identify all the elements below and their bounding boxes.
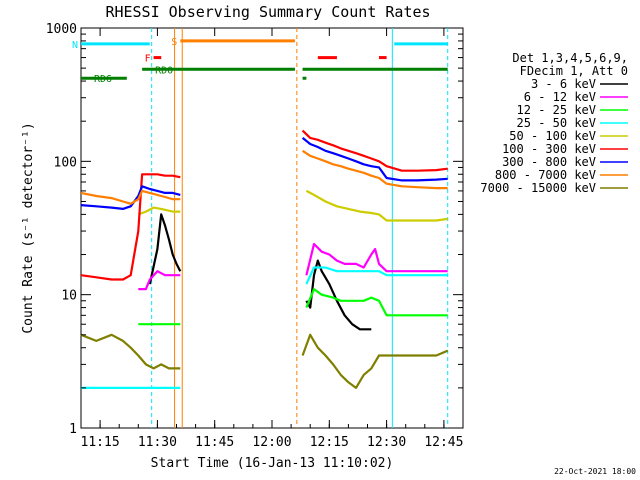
legend-entry-label: 25 - 50 keV: [517, 116, 596, 130]
series-line-4: [305, 189, 448, 222]
y-axis-label: Count Rate (s⁻¹ detector⁻¹): [21, 122, 36, 333]
series-line-6: [301, 137, 448, 182]
flag-label-n: N: [72, 40, 78, 51]
series-line-2: [305, 288, 448, 317]
series-line-7: [80, 189, 181, 205]
plot-area: N S F RD0 RD6: [72, 28, 449, 428]
series-line-7: [301, 149, 448, 190]
x-tick-label: 11:15: [81, 435, 120, 450]
x-axis-label: Start Time (16-Jan-13 11:10:02): [151, 456, 394, 471]
legend-entry-label: 6 - 12 keV: [524, 90, 596, 104]
flag-label-rd6: RD6: [94, 74, 112, 85]
series-line-5: [80, 173, 181, 281]
x-tick-label: 12:00: [252, 435, 291, 450]
legend-entry-label: 7000 - 15000 keV: [480, 181, 596, 195]
x-tick-label: 12:30: [367, 435, 406, 450]
series-line-1: [305, 242, 448, 276]
flag-label-rd0: RD0: [155, 65, 173, 76]
legend-entry-label: 3 - 6 keV: [531, 77, 596, 91]
legend-entry-label: 800 - 7000 keV: [495, 168, 596, 182]
x-tick-label: 12:15: [310, 435, 349, 450]
series-line-8: [301, 333, 449, 389]
y-tick-label: 100: [54, 155, 77, 170]
legend-entry-label: 50 - 100 keV: [509, 129, 596, 143]
chart-title: RHESSI Observing Summary Count Rates: [105, 3, 430, 21]
series-line-4: [137, 206, 181, 216]
x-tick-label: 12:45: [424, 435, 463, 450]
x-tick-label: 11:30: [138, 435, 177, 450]
legend-entry-label: 300 - 800 keV: [502, 155, 596, 169]
legend-title: Det 1,3,4,5,6,9,: [512, 51, 628, 65]
legend-entry-label: 12 - 25 keV: [517, 103, 596, 117]
series-line-0: [148, 213, 182, 285]
flag-label-s: S: [171, 37, 177, 48]
series-line-6: [80, 185, 181, 210]
series-line-5: [301, 129, 448, 172]
x-tick-label: 11:45: [195, 435, 234, 450]
legend-title: FDecim 1, Att 0: [520, 64, 628, 78]
axes: 11:15 11:30 11:45 12:00 12:15 12:30 12:45 1 10 10…: [46, 22, 464, 450]
date-stamp: 22-Oct-2021 18:00: [554, 467, 636, 476]
series-line-1: [138, 270, 181, 291]
flag-label-f: F: [145, 54, 151, 65]
series-line-8: [80, 333, 181, 370]
series-line-3: [305, 266, 448, 285]
y-tick-label: 10: [61, 289, 77, 304]
legend-entry-label: 100 - 300 keV: [502, 142, 596, 156]
series-line-0: [305, 259, 372, 331]
y-tick-label: 1: [69, 422, 77, 437]
y-tick-label: 1000: [46, 22, 77, 37]
legend: Det 1,3,4,5,6,9,FDecim 1, Att 03 - 6 keV…: [480, 51, 628, 195]
